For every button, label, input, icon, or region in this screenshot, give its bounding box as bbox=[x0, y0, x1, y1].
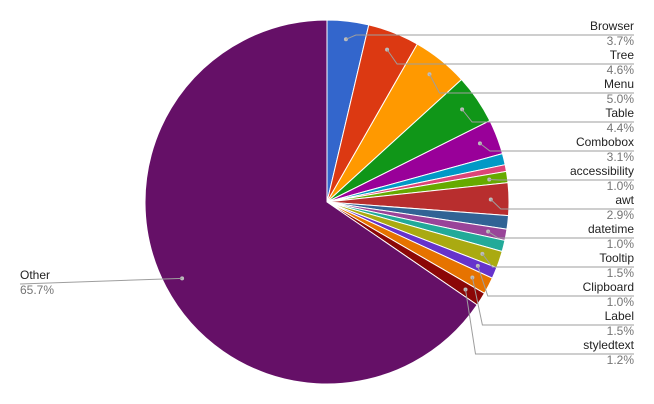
slice-percent-accessibility: 1.0% bbox=[607, 179, 635, 193]
slice-percent-table: 4.4% bbox=[607, 121, 635, 135]
slice-percent-menu: 5.0% bbox=[607, 92, 635, 106]
label-leader-line bbox=[19, 277, 183, 285]
slice-label-other: Other bbox=[20, 268, 50, 282]
slice-label-tree: Tree bbox=[610, 48, 635, 62]
slice-percent-clipboard: 1.0% bbox=[607, 295, 635, 309]
slice-percent-tree: 4.6% bbox=[607, 63, 635, 77]
label-leader-line bbox=[345, 34, 634, 40]
slice-percent-styledtext: 1.2% bbox=[607, 353, 635, 367]
label-anchor-dot bbox=[475, 263, 480, 268]
slice-label-combobox: Combobox bbox=[576, 135, 634, 149]
label-leader-line bbox=[482, 253, 634, 268]
label-leader-line bbox=[489, 179, 634, 181]
slice-label-tooltip: Tooltip bbox=[599, 251, 634, 265]
label-leader-line bbox=[490, 199, 634, 210]
label-leader-line bbox=[471, 277, 634, 326]
slice-label-awt: awt bbox=[615, 193, 634, 207]
slice-percent-combobox: 3.1% bbox=[607, 150, 635, 164]
slice-label-clipboard: Clipboard bbox=[583, 280, 634, 294]
slice-label-accessibility: accessibility bbox=[570, 164, 634, 178]
slice-label-browser: Browser bbox=[590, 19, 634, 33]
slice-label-styledtext: styledtext bbox=[583, 338, 634, 352]
label-leader-line bbox=[386, 49, 634, 65]
slice-percent-browser: 3.7% bbox=[607, 34, 635, 48]
slice-label-label: Label bbox=[605, 309, 634, 323]
slice-label-datetime: datetime bbox=[588, 222, 634, 236]
slice-percent-other: 65.7% bbox=[20, 283, 54, 297]
label-leader-line bbox=[477, 265, 634, 297]
slice-label-menu: Menu bbox=[604, 77, 634, 91]
label-anchor-dot bbox=[470, 275, 475, 280]
pie-slice-other bbox=[144, 19, 478, 385]
label-leader-line bbox=[479, 143, 634, 152]
label-leader-line bbox=[487, 231, 634, 239]
slice-percent-datetime: 1.0% bbox=[607, 237, 635, 251]
slice-percent-label: 1.5% bbox=[607, 324, 635, 338]
pie-slices bbox=[144, 19, 510, 385]
label-leader-line bbox=[429, 73, 634, 94]
label-leader-line bbox=[461, 109, 634, 123]
label-leader-line bbox=[465, 289, 634, 355]
slice-percent-awt: 2.9% bbox=[607, 208, 635, 222]
slice-labels: Browser3.7%Tree4.6%Menu5.0%Table4.4%Comb… bbox=[19, 19, 635, 367]
label-anchor-dot bbox=[463, 287, 468, 292]
label-anchor-dot bbox=[427, 72, 432, 77]
slice-percent-tooltip: 1.5% bbox=[607, 266, 635, 280]
slice-label-table: Table bbox=[605, 106, 634, 120]
